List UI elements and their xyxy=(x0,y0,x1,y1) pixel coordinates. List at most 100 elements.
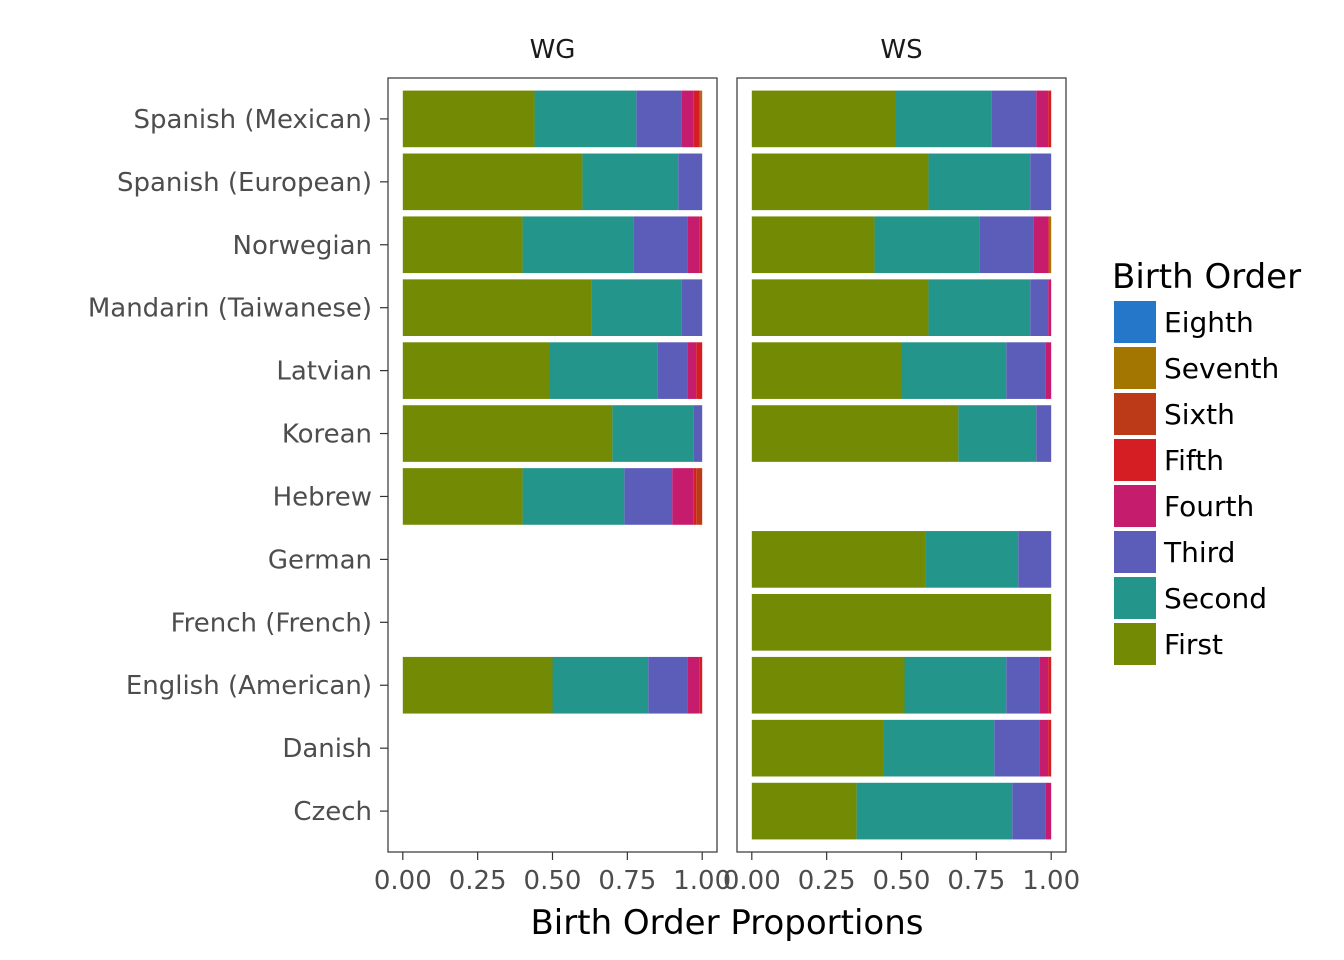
bar-segment-third xyxy=(1030,279,1049,336)
y-tick-label: Korean xyxy=(282,420,372,450)
bar-segment-seventh xyxy=(700,90,703,148)
bar-segment-third xyxy=(1018,531,1052,588)
y-tick-label: Norwegian xyxy=(233,231,372,261)
bar-segment-third xyxy=(633,216,688,274)
bar-segment-first xyxy=(402,656,553,714)
bar-segment-second xyxy=(928,279,1031,336)
x-tick-label: 0.75 xyxy=(598,866,656,896)
bar-segment-first xyxy=(751,153,929,211)
legend-swatch xyxy=(1114,577,1156,619)
bar-segment-first xyxy=(751,216,875,274)
y-tick-label: Mandarin (Taiwanese) xyxy=(88,294,372,324)
bar-segment-third xyxy=(1030,153,1052,211)
legend-label: Third xyxy=(1163,536,1235,569)
bar-segment-third xyxy=(678,153,703,211)
bar-segment-second xyxy=(958,405,1037,462)
bar-segment-first xyxy=(402,153,583,211)
bar-segment-fifth xyxy=(699,656,703,714)
bar-segment-first xyxy=(402,405,613,462)
legend-label: Second xyxy=(1164,582,1267,615)
bar-segment-fifth xyxy=(1048,216,1050,274)
bar-segment-fourth xyxy=(687,216,700,274)
bar-segment-fifth xyxy=(1048,719,1052,777)
bar-czech xyxy=(751,782,1052,840)
y-tick-label: Latvian xyxy=(276,357,372,387)
bar-segment-second xyxy=(901,342,1007,399)
legend-swatch xyxy=(1114,347,1156,389)
bar-german xyxy=(751,531,1052,588)
bar-danish xyxy=(751,719,1052,777)
x-tick-label: 0.25 xyxy=(798,866,856,896)
bar-segment-sixth xyxy=(699,90,701,148)
bar-segment-second xyxy=(582,153,679,211)
bar-segment-fourth xyxy=(1039,719,1049,777)
x-axis: 0.00 0.25 0.50 0.75 1.00 xyxy=(374,852,731,896)
bar-segment-second xyxy=(549,342,658,399)
legend-label: Fourth xyxy=(1164,490,1254,523)
bar-segment-first xyxy=(751,782,857,840)
panel-ws: WS 0.00 0.25 0.50 0.75 1.00 xyxy=(723,35,1080,896)
legend-item-seventh: Seventh xyxy=(1114,347,1279,389)
bar-segment-first xyxy=(402,90,535,148)
bar-segment-fourth xyxy=(1045,342,1052,399)
bar-segment-first xyxy=(751,405,959,462)
bar-norwegian xyxy=(402,216,703,274)
bar-segment-second xyxy=(874,216,980,274)
bar-segment-fifth xyxy=(693,90,700,148)
bar-segment-second xyxy=(552,656,649,714)
bar-segment-fourth xyxy=(1036,90,1049,148)
bar-french-french xyxy=(751,594,1052,651)
legend-label: Sixth xyxy=(1164,398,1235,431)
x-tick-label: 0.75 xyxy=(947,866,1005,896)
bar-segment-fifth xyxy=(693,468,697,525)
legend-label: Seventh xyxy=(1164,352,1279,385)
panel-wg: WG 0.00 0.25 0.50 0.75 1.00 xyxy=(374,35,731,896)
bar-segment-fourth xyxy=(687,342,697,399)
bar-segment-first xyxy=(402,342,550,399)
bar-norwegian xyxy=(751,216,1052,274)
panel-label: WS xyxy=(880,35,922,65)
bar-segment-third xyxy=(648,656,688,714)
legend-item-third: Third xyxy=(1114,531,1235,573)
bar-mandarin-taiwanese xyxy=(751,279,1052,336)
bar-segment-third xyxy=(657,342,688,399)
bar-segment-fifth xyxy=(1048,656,1052,714)
bar-segment-second xyxy=(522,468,625,525)
bar-segment-first xyxy=(751,719,884,777)
bar-segment-third xyxy=(1006,342,1046,399)
legend-swatch xyxy=(1114,531,1156,573)
bar-segment-second xyxy=(925,531,1019,588)
bar-segment-fourth xyxy=(687,656,700,714)
x-axis-title: Birth Order Proportions xyxy=(530,903,923,943)
legend-swatch xyxy=(1114,485,1156,527)
bar-segment-third xyxy=(1036,405,1052,462)
bar-segment-third xyxy=(681,279,703,336)
bar-segment-fourth xyxy=(672,468,694,525)
bar-segment-first xyxy=(751,531,926,588)
x-tick-label: 1.00 xyxy=(673,866,731,896)
bar-segment-second xyxy=(591,279,682,336)
bar-segment-first xyxy=(751,656,905,714)
bar-korean xyxy=(402,405,703,462)
bar-spanish-mexican xyxy=(751,90,1052,148)
bar-segment-second xyxy=(856,782,1013,840)
bar-segment-second xyxy=(895,90,992,148)
bar-segment-fifth xyxy=(1048,90,1052,148)
legend-swatch xyxy=(1114,301,1156,343)
legend-item-sixth: Sixth xyxy=(1114,393,1235,435)
bar-spanish-mexican xyxy=(402,90,703,148)
bar-segment-first xyxy=(402,279,592,336)
legend-item-second: Second xyxy=(1114,577,1267,619)
panels-layer: WG 0.00 0.25 0.50 0.75 1.00 WS 0.00 0.25 0.50 0.75… xyxy=(374,35,1080,896)
bar-segment-second xyxy=(904,656,1007,714)
x-tick-label: 0.00 xyxy=(723,866,781,896)
bar-hebrew xyxy=(402,468,703,525)
bar-segment-second xyxy=(534,90,637,148)
bar-segment-first xyxy=(751,90,896,148)
legend-swatch xyxy=(1114,623,1156,665)
bar-segment-second xyxy=(522,216,634,274)
legend-swatch xyxy=(1114,439,1156,481)
legend-item-fourth: Fourth xyxy=(1114,485,1254,527)
bar-segment-second xyxy=(928,153,1031,211)
